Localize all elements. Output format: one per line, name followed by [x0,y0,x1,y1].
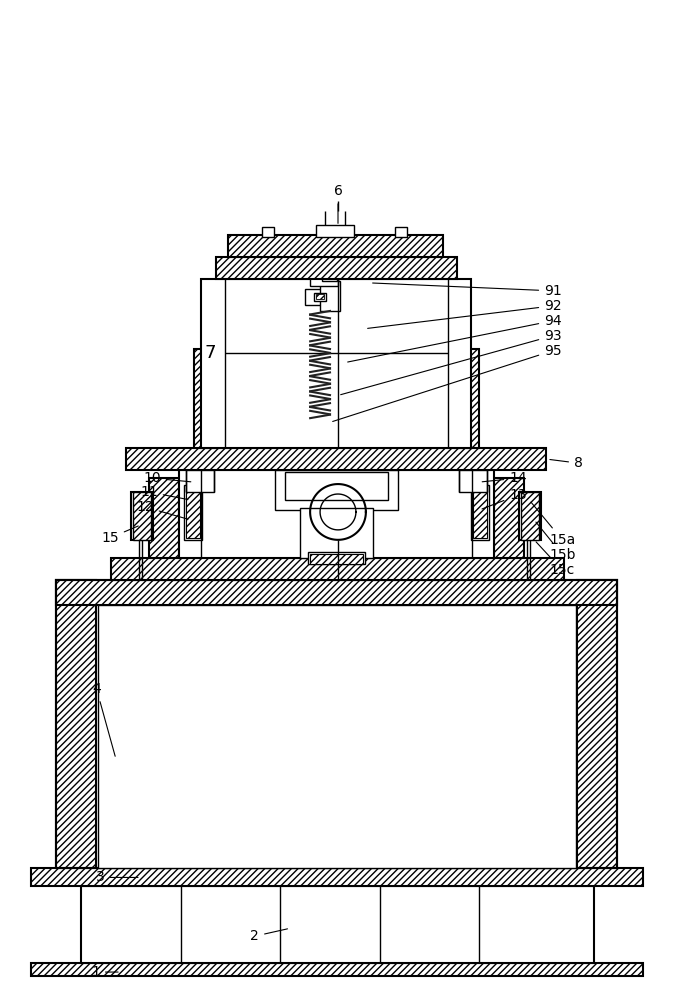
Bar [56,580,617,868]
Bar [471,485,489,540]
Text: 15c: 15c [536,542,575,577]
Text: 15b: 15b [536,522,576,562]
Text: 13: 13 [482,488,527,509]
Bar [322,278,337,281]
Bar [310,278,338,286]
Bar [126,448,546,470]
Text: 10: 10 [143,471,191,485]
Bar [300,508,373,558]
Bar [395,227,407,237]
Bar [56,580,96,868]
Bar [316,225,354,237]
Text: 94: 94 [347,314,562,362]
Bar [519,492,541,540]
Bar [31,963,643,976]
Text: 14: 14 [482,471,527,485]
Bar [305,289,330,305]
Text: 7: 7 [204,344,216,362]
Bar [56,580,617,605]
Text: 3: 3 [96,870,138,884]
Text: 93: 93 [341,329,562,395]
Bar [285,472,388,500]
Bar [577,580,617,868]
Bar [494,478,524,558]
Bar [521,492,539,540]
Text: 92: 92 [368,299,562,328]
Text: 1: 1 [91,965,118,979]
Bar [178,470,494,558]
Bar [320,281,340,311]
Bar [275,470,397,510]
Bar [310,554,363,564]
Text: 8: 8 [550,456,583,470]
Text: 12: 12 [136,500,188,519]
Bar [98,605,576,868]
Text: 4: 4 [92,682,115,756]
Text: 6: 6 [333,184,343,223]
Bar [149,478,178,558]
Bar [184,485,201,540]
Bar [186,470,214,492]
Bar [454,349,479,448]
Bar [460,470,487,492]
Bar [133,492,151,540]
Bar [186,487,199,538]
Bar [193,349,218,448]
Bar [81,886,594,963]
Bar [228,235,443,257]
Bar [31,868,643,886]
Bar [98,605,576,868]
Text: 2: 2 [250,929,287,943]
Text: 15a: 15a [531,502,575,547]
Bar [216,257,456,279]
Text: 91: 91 [372,283,562,298]
Text: 15: 15 [101,526,139,545]
Bar [473,487,487,538]
Bar [262,227,274,237]
Bar [201,279,471,448]
Bar [308,552,365,564]
Bar [111,558,564,580]
Text: 95: 95 [333,344,562,421]
Text: 11: 11 [140,485,188,499]
Bar [131,492,153,540]
Bar [314,293,326,301]
Bar [316,294,324,299]
